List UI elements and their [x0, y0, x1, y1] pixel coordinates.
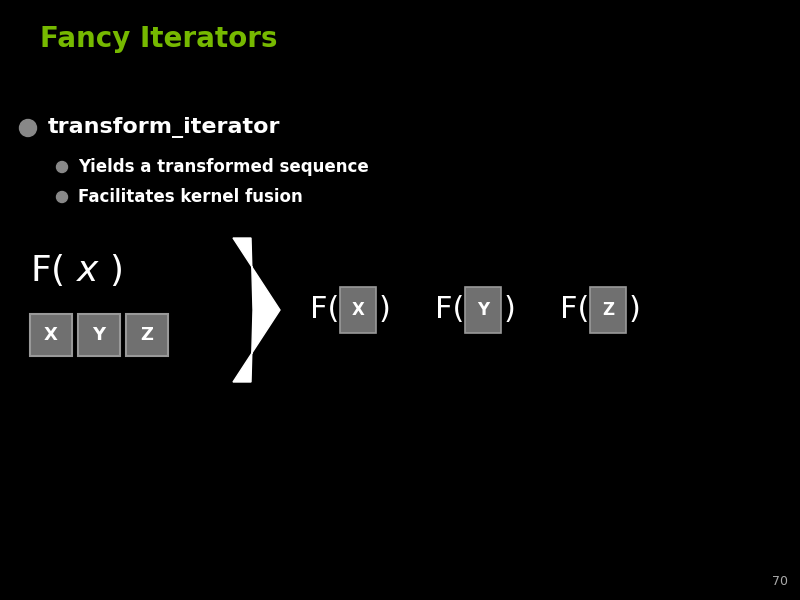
- Text: transform_iterator: transform_iterator: [48, 118, 281, 139]
- Text: F(: F(: [310, 295, 339, 325]
- Bar: [340, 287, 376, 333]
- Text: ): ): [379, 295, 391, 325]
- Text: 70: 70: [772, 575, 788, 588]
- Bar: [465, 287, 501, 333]
- Bar: [78, 314, 120, 356]
- Text: Yields a transformed sequence: Yields a transformed sequence: [78, 158, 369, 176]
- Bar: [30, 314, 72, 356]
- Text: Z: Z: [141, 326, 154, 344]
- Text: Y: Y: [477, 301, 489, 319]
- Text: Z: Z: [602, 301, 614, 319]
- Text: F( $x$ ): F( $x$ ): [30, 252, 122, 288]
- Polygon shape: [233, 238, 280, 382]
- Text: X: X: [351, 301, 365, 319]
- Text: ): ): [504, 295, 516, 325]
- Circle shape: [57, 161, 67, 173]
- Bar: [590, 287, 626, 333]
- Circle shape: [19, 119, 37, 136]
- Text: Facilitates kernel fusion: Facilitates kernel fusion: [78, 188, 302, 206]
- Text: Fancy Iterators: Fancy Iterators: [40, 25, 278, 53]
- Text: X: X: [44, 326, 58, 344]
- Circle shape: [57, 191, 67, 202]
- Text: ): ): [629, 295, 641, 325]
- Text: Y: Y: [93, 326, 106, 344]
- Text: F(: F(: [435, 295, 464, 325]
- Text: F(: F(: [560, 295, 590, 325]
- Bar: [126, 314, 168, 356]
